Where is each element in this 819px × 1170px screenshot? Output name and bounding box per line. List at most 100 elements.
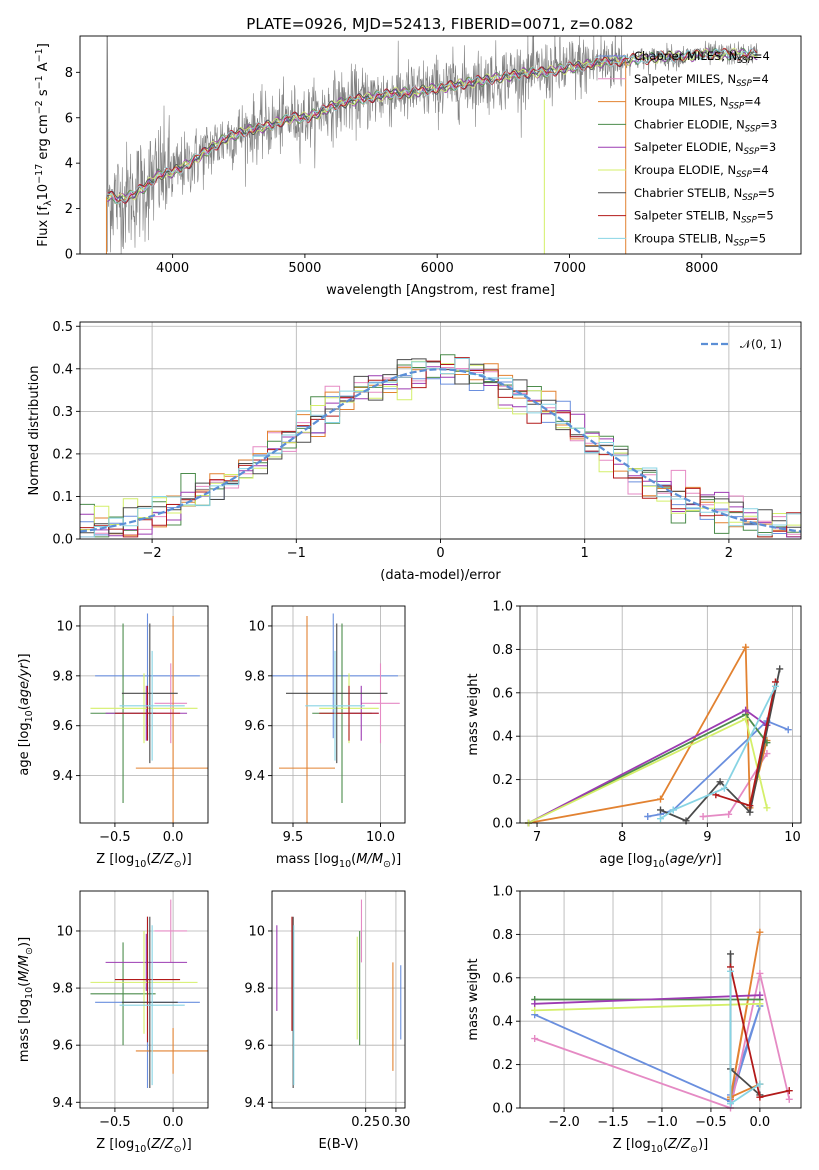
weight-point-marker [657,806,664,814]
x-tick-label: −1.5 [597,1115,629,1130]
histogram-step [80,357,801,538]
weight-point-marker [727,1100,735,1108]
x-tick-label: −1 [287,546,306,561]
weight-point-marker [776,665,784,673]
figure-title: PLATE=0926, MJD=52413, FIBERID=0071, z=0… [246,15,633,33]
weight-point-marker [756,991,764,999]
x-axis-label: Z [log10(Z/Z⊙)] [96,1137,191,1155]
weight-point-marker [785,1087,793,1095]
x-axis-label: E(B-V) [318,1137,358,1152]
weight-series-line [703,753,768,818]
weight-series-line [729,932,761,1100]
weight-point-marker [763,804,771,812]
y-tick-label: 9.6 [244,1039,265,1054]
y-tick-label: 10 [56,619,73,634]
y-tick-label: 0.1 [52,490,73,505]
x-tick-label: 9.5 [283,830,304,845]
weight-point-marker [531,1006,539,1014]
legend-label: Kroupa MILES, NSSP=4 [634,95,761,112]
normal-curve [80,368,801,533]
model-spectrum-line [106,47,758,201]
x-tick-label: 4000 [156,261,189,276]
y-axis-label: Normed distribution [27,366,42,496]
y-tick-label: 6 [65,111,73,126]
x-tick-label: 8000 [685,261,718,276]
weight-series-line [528,717,768,824]
weight-point-marker [763,750,771,758]
x-tick-label: 0.0 [750,1115,771,1130]
legend-label: Kroupa STELIB, NSSP=5 [634,231,766,248]
residuals-plot-area [80,354,801,538]
x-tick-label: −0.5 [99,1115,131,1130]
x-tick-label: −1.0 [646,1115,678,1130]
y-tick-label: 4 [65,157,73,172]
y-tick-label: 0.2 [52,447,73,462]
weight-point-marker [756,969,764,977]
histogram-step [80,358,801,538]
y-axis-label: mass weight [466,958,481,1040]
x-axis-label: Z [log10(Z/Z⊙)] [96,852,191,870]
y-tick-label: 0.4 [52,362,73,377]
y-tick-label: 0.2 [492,1058,513,1073]
legend-label: Chabrier ELODIE, NSSP=3 [634,117,777,134]
legend-label: Salpeter ELODIE, NSSP=3 [634,140,776,157]
axes-frame [519,605,802,824]
weight-point-marker [784,726,792,734]
legend-label: Kroupa ELODIE, NSSP=4 [634,163,769,180]
x-tick-label: 0.25 [351,1115,380,1130]
weight-series-line [534,1002,760,1012]
x-tick-label: 8 [618,830,626,845]
y-axis-label: mass [log10(M/M⊙)] [17,937,35,1062]
weight-vs-age-panel: 7 8 9 10 0.0 0.2 0.4 0.6 0.8 1.0 age [log10(age/yr… [466,600,802,870]
y-tick-label: 9.8 [244,669,265,684]
y-tick-label: 9.8 [244,982,265,997]
y-tick-label: 0.8 [492,928,513,943]
y-tick-label: 9.8 [52,669,73,684]
weight-point-marker [746,802,754,810]
legend-label: Chabrier MILES, NSSP=4 [634,49,770,66]
weight-series-line [534,1005,761,1103]
y-tick-label: 10 [248,619,265,634]
x-axis-label: wavelength [Angstrom, rest frame] [326,283,555,298]
x-tick-label: −2 [143,546,162,561]
x-tick-label: 7000 [553,261,586,276]
weight-point-marker [756,1080,764,1088]
weight-series-line [659,685,777,820]
x-axis-label: age [log10(age/yr)] [599,852,721,870]
weight-series-line [534,973,791,1110]
x-tick-label: 6000 [421,261,454,276]
panel-plot-area [525,643,792,827]
weight-point-marker [771,682,779,690]
y-tick-label: 0.6 [492,686,513,701]
y-tick-label: 9.4 [52,1096,73,1111]
weight-point-marker [727,967,735,975]
y-tick-label: 0.2 [492,773,513,788]
y-axis-label: Flux [fλ10−17 erg cm−2 s−1 A−1] [34,43,54,247]
y-tick-label: 9.4 [244,1096,265,1111]
y-tick-label: 9.6 [52,1039,73,1054]
x-axis-label: Z [log10(Z/Z⊙)] [613,1137,708,1155]
weight-point-marker [756,1000,764,1008]
weight-point-marker [720,784,728,792]
legend-label: Salpeter MILES, NSSP=4 [634,72,769,89]
y-tick-label: 9.6 [52,719,73,734]
ebv-vs-mass-panel: 0.25 0.30 9.4 9.6 9.8 10 E(B-V) [244,890,410,1152]
y-axis-label: age [log10(age/yr)] [17,653,35,775]
y-tick-label: 2 [65,202,73,217]
x-tick-label: 0.0 [163,830,184,845]
weight-series-line [528,643,768,824]
y-tick-label: 0.3 [52,405,73,420]
x-tick-label: 9 [703,830,711,845]
x-tick-label: 1 [581,546,589,561]
y-tick-label: 1.0 [492,600,513,615]
model-spectrum-line [106,47,758,204]
y-tick-label: 0.4 [492,1015,513,1030]
y-tick-label: 1.0 [492,885,513,900]
x-axis-label: mass [log10(M/M⊙)] [276,852,401,870]
weight-point-marker [657,795,664,803]
y-tick-label: 10 [56,924,73,939]
legend-label: Salpeter STELIB, NSSP=5 [634,209,774,226]
model-spectrum-line [106,48,758,205]
weight-point-marker [742,715,750,723]
